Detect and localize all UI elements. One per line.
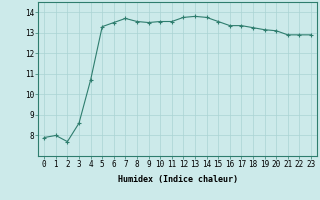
X-axis label: Humidex (Indice chaleur): Humidex (Indice chaleur)	[118, 175, 238, 184]
